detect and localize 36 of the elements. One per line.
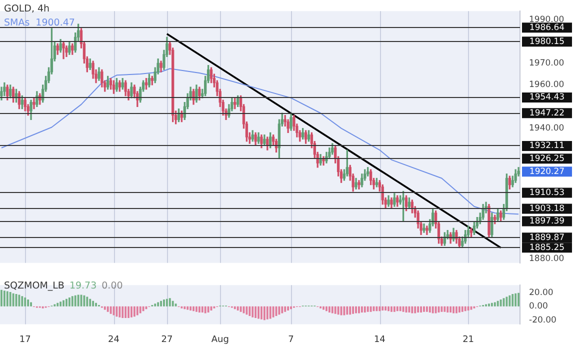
chart-title: GOLD, 4h (4, 3, 50, 14)
text: SMAs (4, 17, 30, 28)
ref-line-label: 1986.64 (529, 22, 565, 33)
ref-line-label: 1903.18 (529, 204, 565, 214)
x-tick-label: 17 (19, 334, 31, 345)
candlestick (358, 180, 360, 190)
x-tick-label: 24 (108, 334, 120, 345)
y-tick-label: 1990.00 (529, 14, 564, 25)
annotation: 19.73 (69, 280, 97, 292)
ref-line-label: 1910.53 (529, 188, 565, 198)
y-tick-label: 20.00 (529, 288, 554, 298)
x-tick-label: 21 (462, 334, 474, 345)
annotation: 0.00 (102, 280, 123, 292)
x-tick-label: Aug (211, 334, 229, 345)
y-tick-label: 1940.00 (529, 124, 564, 134)
ref-line-label: 1926.25 (529, 154, 565, 164)
x-tick-label: 7 (288, 334, 294, 345)
x-tick-label: 27 (161, 334, 173, 345)
annotation: 1900.47 (36, 17, 75, 28)
y-tick-label: 0.00 (529, 302, 548, 312)
ref-line-label: 1897.39 (529, 216, 565, 227)
y-tick-label: -20.00 (529, 315, 556, 326)
candlestick (422, 224, 426, 233)
ref-line-label: 1932.11 (529, 141, 565, 152)
chart-title: SQZMOM_LB (4, 280, 64, 292)
ref-line-label: 1947.22 (529, 108, 565, 118)
candlestick (426, 226, 428, 236)
ref-line-label: 1889.87 (529, 232, 565, 243)
ref-line-label: 1954.43 (529, 92, 565, 103)
ref-line-label: 1885.25 (529, 242, 565, 253)
y-tick-label: 1960.00 (529, 80, 564, 90)
ref-line-label: 1980.15 (529, 36, 565, 47)
x-tick-label: 14 (374, 334, 386, 345)
y-tick-label: 1970.00 (529, 58, 564, 68)
y-tick-label: 1880.00 (529, 254, 564, 264)
text: 1920.27 (529, 166, 565, 177)
